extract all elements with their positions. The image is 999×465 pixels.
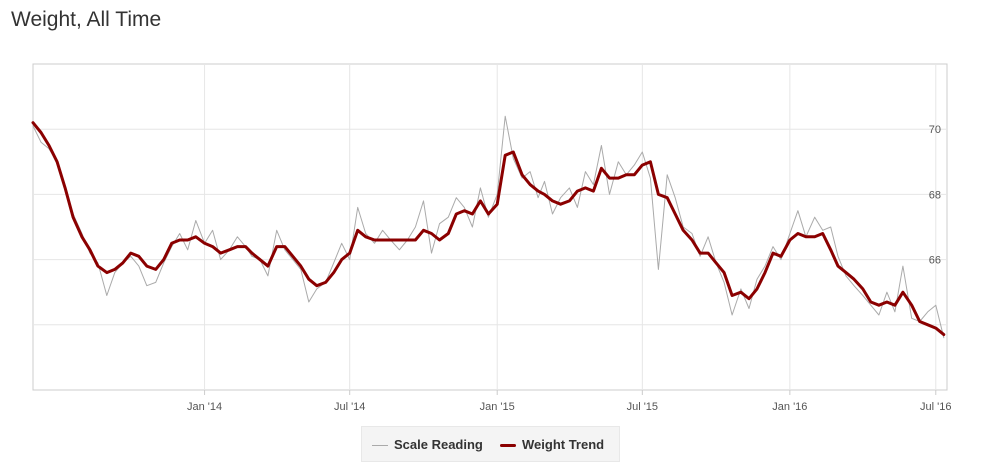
series-weight-trend bbox=[31, 121, 946, 337]
legend-swatch-trend bbox=[500, 444, 516, 448]
x-tick-label: Jan '15 bbox=[480, 401, 515, 413]
x-tick-label: Jul '15 bbox=[627, 401, 658, 413]
series-scale-reading bbox=[32, 115, 945, 339]
grid-lines bbox=[33, 64, 947, 390]
x-tick-label: Jul '14 bbox=[334, 401, 365, 413]
legend-label-trend: Weight Trend bbox=[522, 437, 605, 452]
x-tick-label: Jan '16 bbox=[772, 401, 807, 413]
y-tick-label: 70 bbox=[929, 124, 941, 136]
legend-label-scale: Scale Reading bbox=[394, 437, 483, 452]
y-tick-label: 66 bbox=[929, 255, 941, 267]
legend-item-weight-trend[interactable]: Weight Trend bbox=[500, 437, 604, 452]
page-title: Weight, All Time bbox=[11, 8, 162, 31]
legend-swatch-scale bbox=[372, 445, 388, 447]
x-tick-label: Jul '16 bbox=[920, 401, 951, 413]
plot-area bbox=[32, 63, 948, 391]
x-tick-label: Jan '14 bbox=[187, 401, 222, 413]
y-tick-label: 68 bbox=[929, 189, 941, 201]
axis-ticks: 66 68 70 Jan '14 Jul '14 Jan '15 Jul '15 Jan '1… bbox=[187, 124, 951, 413]
chart-legend: Scale Reading Weight Trend bbox=[361, 426, 620, 462]
legend-item-scale-reading[interactable]: Scale Reading bbox=[372, 437, 483, 452]
weight-chart: 66 68 70 Jan '14 Jul '14 Jan '15 Jul '15 Jan '1… bbox=[31, 63, 952, 413]
series-group bbox=[31, 115, 946, 339]
